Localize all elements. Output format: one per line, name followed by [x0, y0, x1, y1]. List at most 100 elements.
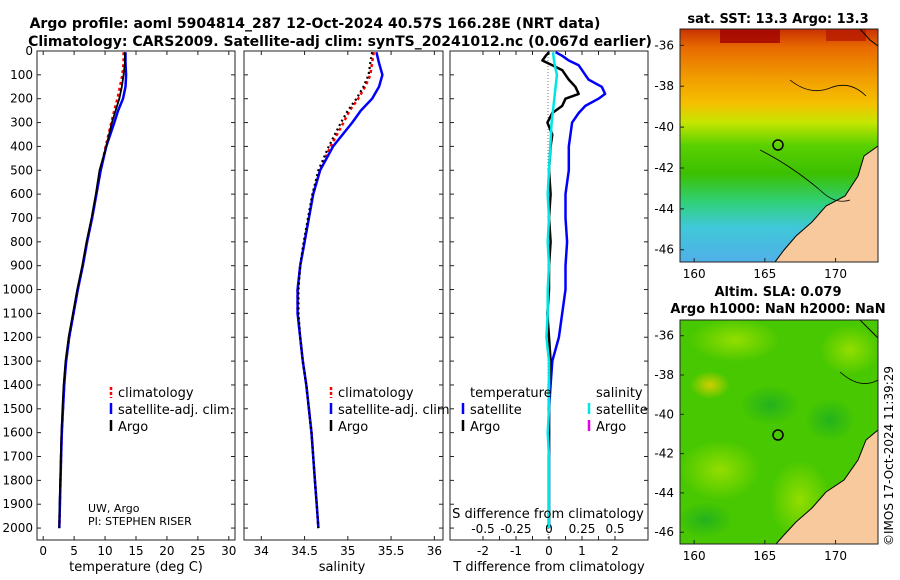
map-x-tick-label: 170 [824, 267, 847, 281]
legend-satellite-label: satellite-adj. clim. [118, 403, 234, 418]
map-y-tick-label: -40 [654, 407, 674, 421]
legend-salinity-title: salinity [596, 386, 643, 401]
x-tick-label: -1 [510, 544, 522, 558]
series-line-argo [58, 52, 126, 529]
sst-map: sat. SST: 13.3 Argo: 13.3 160 165 170 -36 -3… [654, 12, 879, 281]
y-tick-label: 1000 [2, 283, 33, 297]
sla-map-frame [679, 319, 879, 545]
map-y-tick-label: -40 [654, 120, 674, 134]
map-y-tick-label: -44 [654, 486, 674, 500]
sst-warm-patch [826, 29, 866, 41]
map-y-tick-label: -46 [654, 243, 674, 257]
x-tick-label: 35 [340, 544, 355, 558]
legend-satellite-label: satellite-adj. clim. [338, 403, 454, 418]
sla-map: Altim. SLA: 0.079 Argo h1000: NaN h2000:… [654, 285, 885, 563]
legend-argo-label: Argo [338, 420, 368, 435]
map-y-tick-label: -46 [654, 525, 674, 539]
map-y-tick-label: -38 [654, 79, 674, 93]
title-line-1: Argo profile: aoml 5904814_287 12-Oct-20… [30, 16, 601, 32]
salinity-xlabel: salinity [319, 560, 366, 575]
title-line-2: Climatology: CARS2009. Satellite-adj cli… [28, 34, 652, 50]
x-tick-label: 30 [221, 544, 236, 558]
y-tick-label: 400 [10, 139, 33, 153]
difference-legend: temperature salinity satellite Argo sate… [461, 386, 648, 435]
y-tick-label: 1300 [2, 354, 33, 368]
legend-t-satellite-label: satellite [470, 403, 522, 418]
salinity-panel: 34 34.5 35 35.5 36 salinity climatology sate… [243, 50, 454, 575]
map-x-tick-label: 165 [753, 549, 776, 563]
credit-text: UW, Argo [88, 502, 140, 515]
sst-land-new-zealand [774, 145, 878, 262]
sst-contour [789, 79, 867, 97]
y-tick-label: 2000 [2, 521, 33, 535]
sst-map-title: sat. SST: 13.3 Argo: 13.3 [687, 12, 868, 27]
map-x-tick-label: 170 [824, 549, 847, 563]
y-tick-label: 200 [10, 92, 33, 106]
map-y-tick-label: -38 [654, 368, 674, 382]
legend-s-argo-label: Argo [596, 420, 626, 435]
map-x-tick-label: 160 [683, 267, 706, 281]
temperature-legend: climatology satellite-adj. clim. Argo [109, 386, 234, 435]
map-x-tick-label: 160 [683, 549, 706, 563]
sla-anomaly-patch [820, 325, 878, 375]
sst-argo-location-marker [772, 139, 784, 151]
series-line-argo [297, 52, 374, 529]
x-tick-label: 5 [70, 544, 78, 558]
pi-text: PI: STEPHEN RISER [88, 515, 192, 528]
map-y-tick-label: -36 [654, 38, 674, 52]
sla-anomaly-patch [805, 398, 855, 442]
y-tick-label: 1400 [2, 378, 33, 392]
map-y-tick-label: -44 [654, 202, 674, 216]
y-tick-label: 0 [25, 44, 33, 58]
difference-panel: -2 -1 0 1 2 -0.5 -0.25 0 0.25 0.5 T difference f… [449, 50, 649, 575]
sst-coastline [859, 29, 878, 47]
x-tick-label: 36 [427, 544, 442, 558]
sla-anomaly-patch [680, 502, 733, 538]
s-tick-label: -0.5 [471, 522, 494, 536]
salinity-axes-box [243, 50, 444, 541]
sst-map-frame [679, 28, 879, 263]
y-tick-label: 1200 [2, 330, 33, 344]
y-tick-label: 900 [10, 259, 33, 273]
map-y-tick-label: -42 [654, 447, 674, 461]
x-tick-label: 34 [254, 544, 269, 558]
x-tick-label: -2 [477, 544, 489, 558]
y-tick-label: 1500 [2, 402, 33, 416]
legend-climatology-label: climatology [338, 386, 414, 401]
temperature-xlabel: temperature (deg C) [69, 560, 203, 575]
x-tick-label: 1 [578, 544, 586, 558]
y-tick-label: 600 [10, 187, 33, 201]
y-tick-label: 500 [10, 163, 33, 177]
sla-anomaly-patch [690, 320, 780, 362]
x-tick-label: 15 [128, 544, 143, 558]
y-tick-label: 100 [10, 68, 33, 82]
sst-warm-patch [720, 29, 780, 43]
x-tick-label: 35.5 [378, 544, 405, 558]
legend-s-satellite-label: satellite [596, 403, 648, 418]
y-tick-label: 800 [10, 235, 33, 249]
x-tick-label: 0 [545, 544, 553, 558]
sla-coastline [859, 320, 878, 339]
y-tick-label: 1600 [2, 426, 33, 440]
x-tick-label: 25 [190, 544, 205, 558]
sla-map-title-1: Altim. SLA: 0.079 [715, 285, 842, 300]
temperature-panel: 0100200300400500600700800900100011001200… [2, 44, 236, 575]
t-difference-xlabel: T difference from climatology [452, 560, 645, 575]
x-tick-label: 20 [159, 544, 174, 558]
sla-map-title-2: Argo h1000: NaN h2000: NaN [670, 302, 885, 317]
x-tick-label: 10 [97, 544, 112, 558]
x-tick-label: 0 [39, 544, 47, 558]
y-tick-label: 1800 [2, 473, 33, 487]
map-y-tick-label: -36 [654, 329, 674, 343]
y-tick-label: 1700 [2, 450, 33, 464]
temperature-axes-box [36, 50, 236, 541]
sla-contour [839, 371, 878, 384]
legend-t-argo-label: Argo [470, 420, 500, 435]
s-tick-label: -0.25 [500, 522, 531, 536]
imos-watermark: ©IMOS 17-Oct-2024 11:39:29 [882, 366, 896, 546]
map-y-tick-label: -42 [654, 161, 674, 175]
map-x-tick-label: 165 [753, 267, 776, 281]
s-tick-label: 0.5 [605, 522, 624, 536]
y-tick-label: 700 [10, 211, 33, 225]
